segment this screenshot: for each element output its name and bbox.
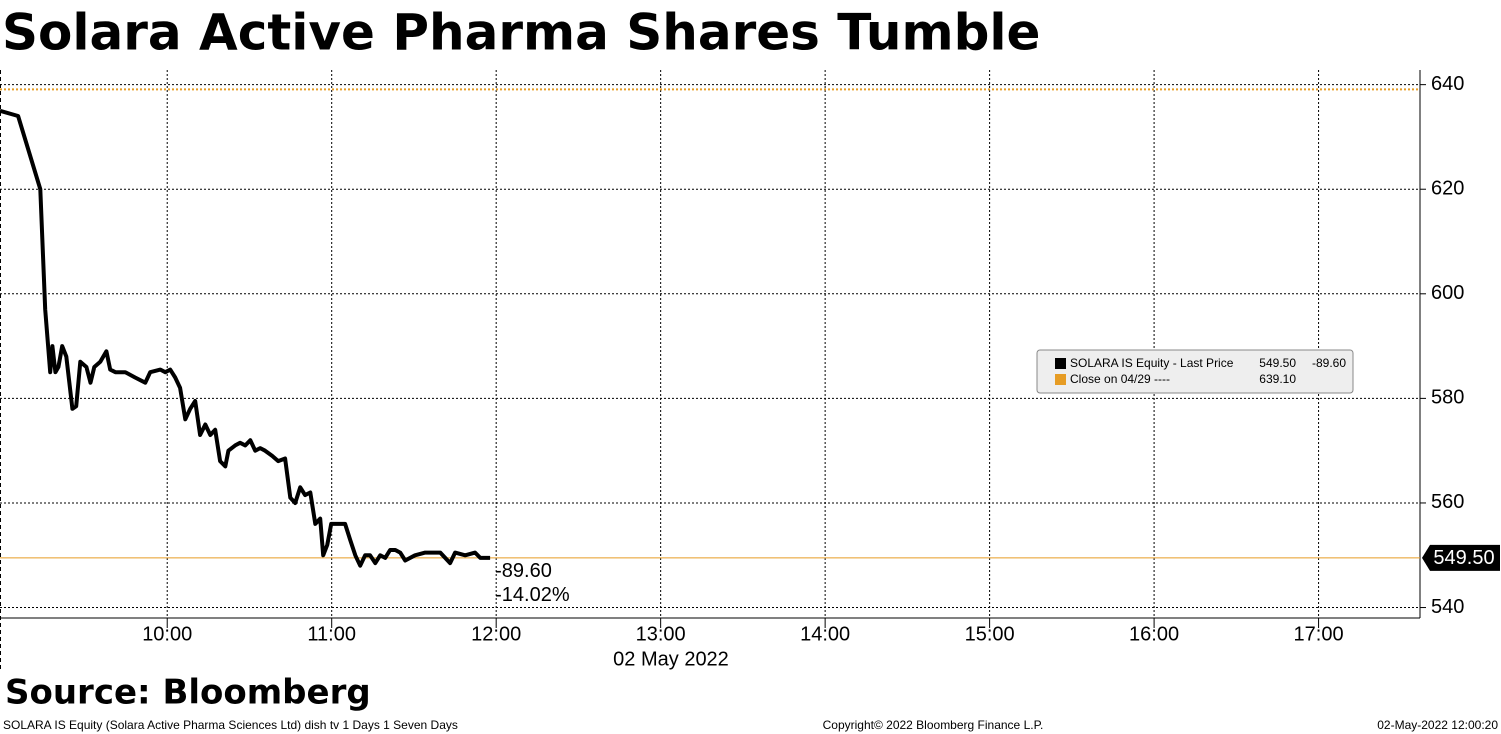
legend: SOLARA IS Equity - Last Price 549.50 -89… [1036, 349, 1354, 394]
x-tick-label: 16:00 [1129, 623, 1179, 645]
y-tick-label: 540 [1431, 596, 1464, 618]
footer-right: 02-May-2022 12:00:20 [1377, 718, 1498, 732]
x-axis-label: 02 May 2022 [613, 648, 729, 670]
x-tick-label: 13:00 [636, 623, 686, 645]
footer-left: SOLARA IS Equity (Solara Active Pharma S… [3, 718, 458, 732]
y-tick-label: 620 [1431, 178, 1464, 200]
x-tick-label: 11:00 [307, 623, 356, 645]
y-tick-label: 560 [1431, 491, 1464, 513]
chart-title: Solara Active Pharma Shares Tumble [2, 4, 1040, 62]
y-tick-label: 640 [1431, 73, 1464, 95]
legend-change: -89.60 [1312, 356, 1346, 370]
legend-box [1036, 349, 1354, 394]
legend-swatch [1055, 374, 1066, 385]
x-tick-label: 12:00 [471, 623, 521, 645]
y-tick-label: 580 [1431, 387, 1464, 409]
change-label: -89.60 [495, 560, 552, 582]
x-tick-label: 17:00 [1294, 623, 1344, 645]
source: Source: Bloomberg [5, 673, 371, 713]
legend-entry: Close on 04/29 ---- [1070, 372, 1170, 386]
change-pct-label: -14.02% [495, 584, 570, 606]
last-price-tag [1422, 544, 1500, 571]
last-price-label: 549.50 [1433, 547, 1494, 569]
price-line [0, 108, 491, 568]
x-tick-label: 10:00 [142, 623, 192, 645]
legend-value: 549.50 [1259, 356, 1296, 370]
x-tick-label: 14:00 [800, 623, 850, 645]
footer-center: Copyright© 2022 Bloomberg Finance L.P. [823, 718, 1044, 732]
legend-swatch [1055, 358, 1066, 369]
legend-entry: SOLARA IS Equity - Last Price [1070, 356, 1234, 370]
y-tick-label: 600 [1431, 282, 1464, 304]
legend-value: 639.10 [1259, 372, 1296, 386]
x-tick-label: 15:00 [965, 623, 1015, 645]
